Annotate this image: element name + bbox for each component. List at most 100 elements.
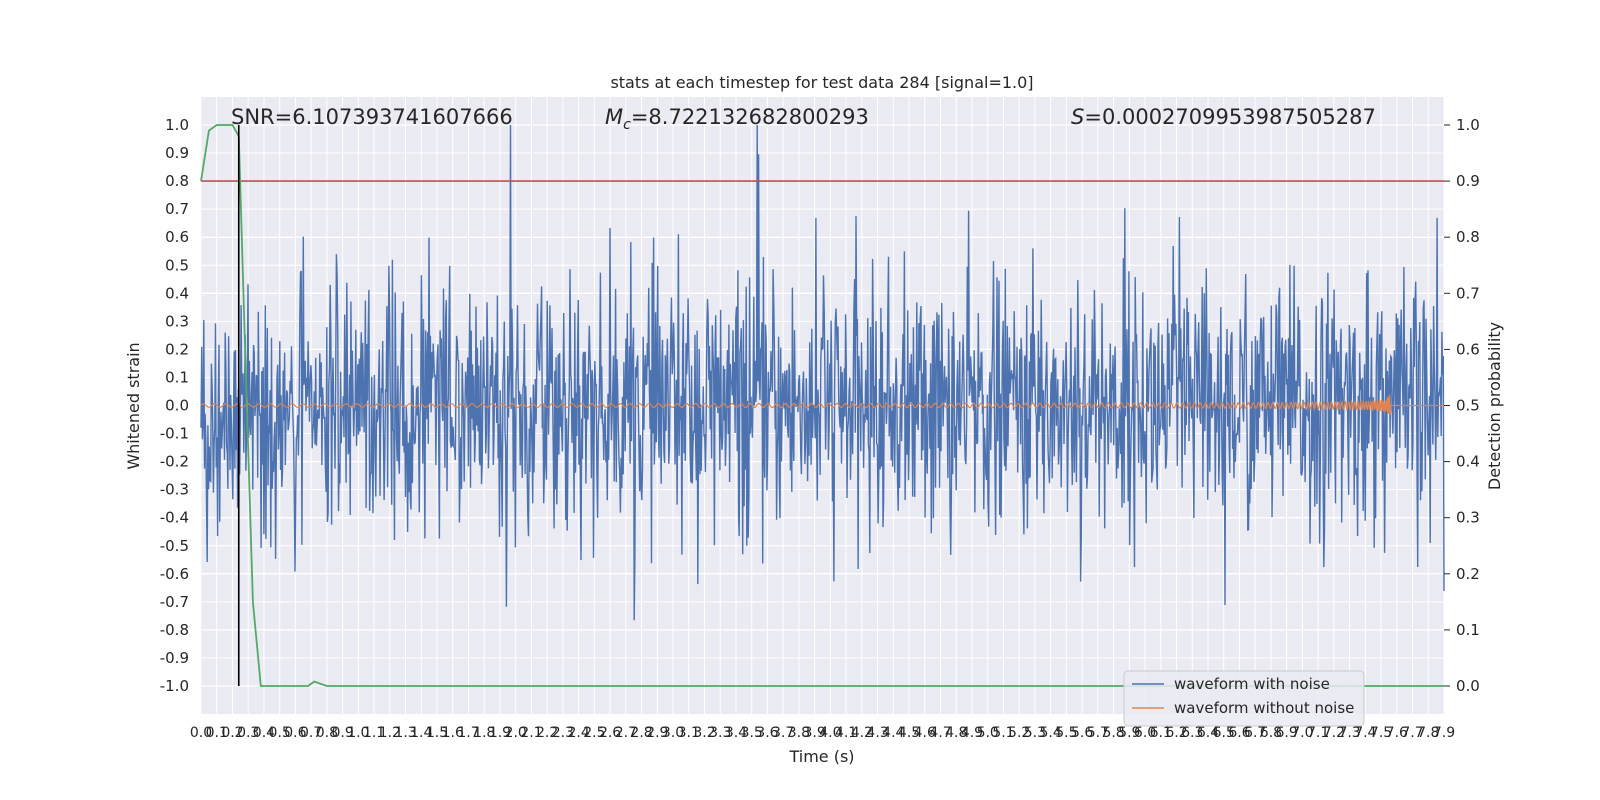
x-tick-label: 2.5 [583, 725, 605, 741]
x-tick-label: 0.3 [237, 725, 259, 741]
y-tick-label-left: 0.1 [165, 368, 189, 386]
y-tick-label-right: 0.0 [1456, 677, 1480, 695]
x-tick-label: 6.7 [1244, 725, 1266, 741]
x-tick-label: 1.5 [426, 725, 448, 741]
chirp-mass-value: =8.722132682800293 [631, 105, 869, 129]
chirp-mass-annotation: Mc=8.722132682800293 [605, 105, 869, 133]
x-tick-label: 7.2 [1323, 725, 1345, 741]
right-y-tick-labels: 1.0 0.9 0.8 0.7 0.6 0.5 0.4 0.3 0.2 0.1 0.0 [1444, 116, 1480, 695]
x-tick-label: 7.5 [1370, 725, 1392, 741]
y-tick-label-left: 0.2 [165, 340, 189, 358]
x-tick-label: 4.4 [882, 725, 904, 741]
x-tick-label: 7.3 [1338, 725, 1360, 741]
y-tick-label-right: 0.8 [1456, 228, 1480, 246]
noisy-waveform-line [200, 124, 1445, 621]
y-tick-label-right: 0.5 [1456, 397, 1480, 415]
y-tick-label-left: 0.7 [165, 200, 189, 218]
x-tick-label: 4.0 [819, 725, 841, 741]
y-tick-label-right: 0.1 [1456, 621, 1480, 639]
x-tick-label: 6.5 [1213, 725, 1235, 741]
y-axis-label-right: Detection probability [1485, 322, 1504, 490]
x-tick-label: 4.1 [835, 725, 857, 741]
x-tick-label: 3.3 [709, 725, 731, 741]
s-symbol: S [1071, 105, 1084, 129]
x-tick-label: 0.8 [316, 725, 338, 741]
x-tick-label: 6.3 [1181, 725, 1203, 741]
x-tick-label: 0.0 [190, 725, 212, 741]
x-tick-label: 3.2 [693, 725, 715, 741]
x-tick-label: 1.0 [347, 725, 369, 741]
x-tick-label: 5.0 [977, 725, 999, 741]
x-tick-labels: 0.00.10.20.30.40.50.60.70.80.91.01.11.21… [190, 725, 1455, 741]
x-tick-label: 7.8 [1417, 725, 1439, 741]
y-tick-label-left: 0.9 [165, 144, 189, 162]
x-tick-label: 2.0 [505, 725, 527, 741]
legend-label-noisy: waveform with noise [1174, 675, 1330, 693]
x-tick-label: 5.6 [1071, 725, 1093, 741]
x-tick-label: 5.7 [1087, 725, 1109, 741]
x-tick-label: 2.2 [536, 725, 558, 741]
x-tick-label: 5.3 [1024, 725, 1046, 741]
x-tick-label: 7.9 [1433, 725, 1455, 741]
x-tick-label: 5.9 [1118, 725, 1140, 741]
x-tick-label: 2.4 [567, 725, 589, 741]
y-tick-label-left: -0.1 [160, 425, 189, 443]
legend-box [1123, 670, 1365, 727]
x-tick-label: 7.7 [1401, 725, 1423, 741]
x-tick-label: 6.8 [1260, 725, 1282, 741]
y-tick-label-right: 0.9 [1456, 172, 1480, 190]
y-tick-label-left: -0.4 [160, 509, 189, 527]
x-tick-label: 6.4 [1197, 725, 1219, 741]
y-tick-label-left: 1.0 [165, 116, 189, 134]
x-tick-label: 5.1 [992, 725, 1014, 741]
x-tick-label: 2.9 [646, 725, 668, 741]
y-tick-label-left: 0.3 [165, 312, 189, 330]
x-tick-label: 3.6 [756, 725, 778, 741]
y-tick-label-left: 0.0 [165, 397, 189, 415]
x-tick-label: 4.9 [961, 725, 983, 741]
x-tick-label: 4.8 [945, 725, 967, 741]
x-tick-label: 2.1 [520, 725, 542, 741]
x-tick-label: 6.2 [1165, 725, 1187, 741]
y-tick-label-left: -0.9 [160, 649, 189, 667]
x-tick-label: 3.7 [772, 725, 794, 741]
x-tick-label: 1.6 [442, 725, 464, 741]
x-tick-label: 4.3 [866, 725, 888, 741]
x-tick-label: 3.9 [804, 725, 826, 741]
x-tick-label: 7.0 [1291, 725, 1313, 741]
x-tick-label: 5.5 [1055, 725, 1077, 741]
x-tick-label: 3.4 [725, 725, 747, 741]
x-tick-label: 1.2 [379, 725, 401, 741]
chirp-mass-subscript: c [623, 117, 631, 133]
x-tick-label: 1.4 [410, 725, 432, 741]
x-tick-label: 0.4 [253, 725, 275, 741]
chirp-mass-symbol: M [605, 105, 623, 129]
y-tick-label-left: -0.2 [160, 453, 189, 471]
x-tick-label: 3.5 [741, 725, 763, 741]
x-tick-label: 1.8 [473, 725, 495, 741]
x-tick-label: 2.6 [599, 725, 621, 741]
x-tick-label: 5.4 [1040, 725, 1062, 741]
x-tick-label: 1.7 [457, 725, 479, 741]
x-tick-label: 0.7 [300, 725, 322, 741]
x-tick-label: 5.8 [1102, 725, 1124, 741]
x-tick-label: 5.2 [1008, 725, 1030, 741]
y-tick-label-left: -0.7 [160, 593, 189, 611]
y-tick-label-right: 0.3 [1456, 509, 1480, 527]
chart-title: stats at each timestep for test data 284… [610, 73, 1033, 92]
y-tick-label-left: -0.8 [160, 621, 189, 639]
y-tick-label-left: -0.5 [160, 537, 189, 555]
x-tick-label: 4.5 [898, 725, 920, 741]
x-tick-label: 0.5 [269, 725, 291, 741]
y-axis-label-left: Whitened strain [124, 342, 143, 469]
x-tick-label: 3.0 [662, 725, 684, 741]
y-tick-label-left: 0.8 [165, 172, 189, 190]
y-tick-label-left: -0.3 [160, 481, 189, 499]
y-tick-label-right: 0.4 [1456, 453, 1480, 471]
y-tick-label-right: 0.6 [1456, 340, 1480, 358]
y-tick-label-right: 1.0 [1456, 116, 1480, 134]
snr-annotation: SNR=6.107393741607666 [231, 105, 513, 129]
x-tick-label: 6.0 [1134, 725, 1156, 741]
x-tick-label: 2.7 [615, 725, 637, 741]
